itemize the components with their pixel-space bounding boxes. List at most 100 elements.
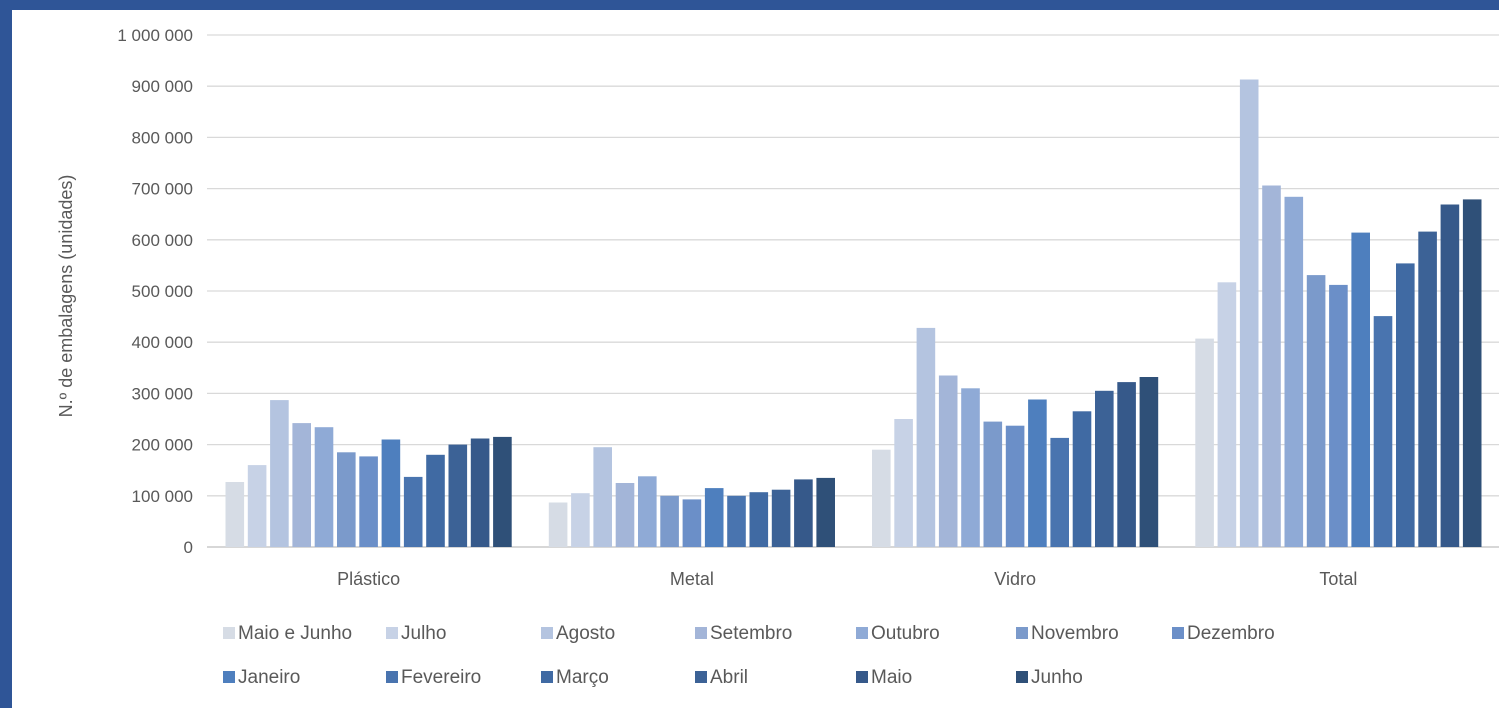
y-tick-label: 900 000 [132,77,193,96]
bar [1262,185,1281,547]
bar [337,452,356,547]
legend-label: Outubro [871,623,940,644]
legend-swatch [223,671,235,683]
bar [1239,79,1259,547]
bar [771,489,791,547]
bar [615,483,635,547]
legend-item: Dezembro [1172,623,1275,644]
legend-item: Março [541,667,609,688]
bar [1396,263,1415,547]
bar [961,388,980,547]
bar [794,479,813,547]
bar [1028,399,1047,547]
bar [448,444,468,547]
x-category-label: Metal [670,569,714,589]
chart-panel: 0 100 000 200 000 300 000 400 000 500 000 600 … [12,10,1499,708]
y-tick-label: 0 [184,538,193,557]
legend-swatch [1016,671,1028,683]
legend-item: Maio e Junho [223,623,352,644]
bar [916,327,936,547]
bar [1050,437,1069,547]
legend-label: Dezembro [1187,623,1275,644]
legend-item: Setembro [695,623,792,644]
legend-label: Agosto [556,623,615,644]
legend-label: Abril [710,667,748,688]
legend-label: Setembro [710,623,792,644]
legend-item: Outubro [856,623,940,644]
legend-label: Julho [401,623,446,644]
legend-swatch [856,627,868,639]
y-tick-label: 1 000 000 [117,26,193,45]
legend: Maio e Junho Julho Agosto Setembro Outubro No… [223,623,1275,688]
bar [1139,377,1159,547]
legend-swatch [856,671,868,683]
bar [1462,199,1482,547]
bar [1373,316,1393,547]
bar [872,449,891,547]
bar [894,419,913,547]
bar [1440,204,1460,547]
bar [292,423,311,547]
legend-label: Março [556,667,609,688]
legend-item: Maio [856,667,912,688]
y-tick-label: 600 000 [132,231,193,250]
y-tick-label: 700 000 [132,180,193,199]
y-axis-ticks: 0 100 000 200 000 300 000 400 000 500 000 600 … [117,26,193,557]
legend-swatch [695,627,707,639]
legend-item: Novembro [1016,623,1119,644]
bar-chart: 0 100 000 200 000 300 000 400 000 500 000 600 … [56,26,1499,688]
bar [1195,338,1214,547]
legend-label: Maio [871,667,912,688]
bar [548,502,568,547]
legend-label: Novembro [1031,623,1119,644]
bar [593,447,612,547]
legend-swatch [541,627,553,639]
legend-swatch [1172,627,1184,639]
bar [247,465,267,547]
bar [1351,232,1370,547]
y-tick-label: 500 000 [132,282,193,301]
legend-item: Agosto [541,623,615,644]
bar [1217,282,1237,547]
bar [493,436,512,547]
bar [403,476,423,547]
legend-swatch [695,671,707,683]
bar [1117,382,1136,547]
legend-item: Fevereiro [386,667,481,688]
bar [727,495,746,547]
y-tick-label: 400 000 [132,333,193,352]
y-tick-label: 100 000 [132,487,193,506]
bar [225,482,245,547]
bar [1005,425,1025,547]
bar [1329,284,1348,547]
legend-item: Janeiro [223,667,300,688]
bar [660,495,679,547]
legend-swatch [1016,627,1028,639]
gridlines [207,34,1499,548]
bar [359,456,378,547]
legend-label: Fevereiro [401,667,481,688]
bar [938,375,958,547]
bar [1072,411,1092,547]
x-category-label: Total [1319,569,1357,589]
bar [1306,275,1326,547]
legend-item: Abril [695,667,748,688]
x-category-label: Vidro [994,569,1036,589]
bar [1284,196,1304,548]
bar [682,499,702,547]
y-axis-title: N.º de embalagens (unidades) [56,175,76,418]
bar [470,438,490,547]
legend-swatch [223,627,235,639]
bar [749,492,769,547]
legend-label: Janeiro [238,667,300,688]
x-axis-categories: Plástico Metal Vidro Total [337,569,1357,589]
legend-item: Julho [386,623,446,644]
bar [983,421,1003,547]
bar [1095,390,1114,547]
bar [571,493,590,547]
legend-label: Maio e Junho [238,623,352,644]
legend-item: Junho [1016,667,1083,688]
legend-swatch [386,627,398,639]
bar [638,476,657,547]
bar [426,454,445,547]
